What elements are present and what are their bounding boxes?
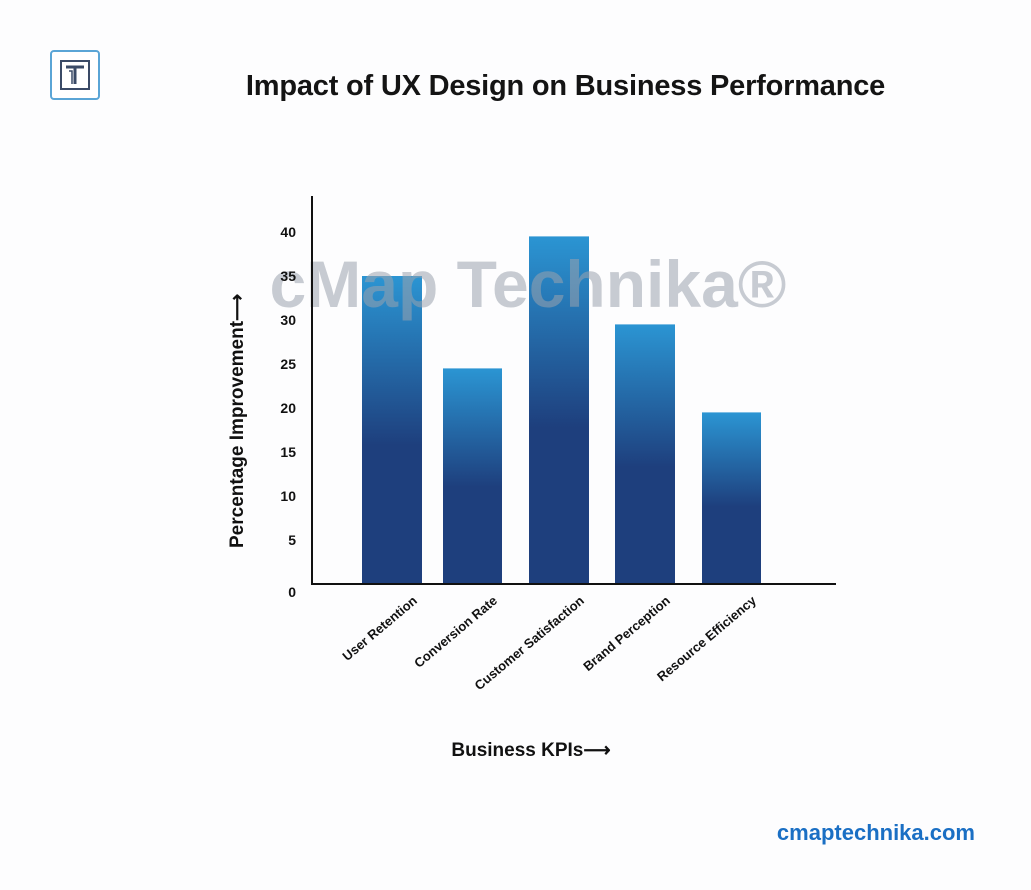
bar (362, 276, 422, 584)
y-axis-label: Percentage Improvement⟶ (227, 294, 248, 548)
y-tick-label: 10 (280, 488, 296, 504)
chart-title: Impact of UX Design on Business Performa… (245, 70, 886, 102)
bar (529, 236, 589, 584)
y-tick-label: 20 (280, 400, 296, 416)
y-tick-label: 15 (280, 444, 296, 460)
watermark-text: cMap Technika® (270, 247, 787, 321)
logo-t-icon (60, 60, 90, 90)
bar (702, 412, 761, 584)
y-tick-label: 5 (288, 532, 296, 548)
bar (443, 368, 502, 584)
y-tick-label: 30 (280, 312, 296, 328)
website-link[interactable]: cmaptechnika.com (776, 820, 975, 845)
brand-logo (50, 50, 100, 100)
x-axis-label: Business KPIs⟶ (451, 740, 610, 761)
y-tick-labels: 0 5 10 15 20 25 30 35 40 (280, 224, 296, 600)
x-tick-label: Conversion Rate (411, 593, 500, 671)
bar (615, 324, 675, 584)
bars-group (362, 236, 761, 584)
y-tick-label: 25 (280, 356, 296, 372)
y-tick-label: 40 (280, 224, 296, 240)
y-tick-label: 35 (280, 268, 296, 284)
y-tick-label: 0 (288, 584, 296, 600)
x-tick-label: Brand Perception (580, 593, 673, 674)
x-tick-label: User Retention (339, 593, 420, 664)
